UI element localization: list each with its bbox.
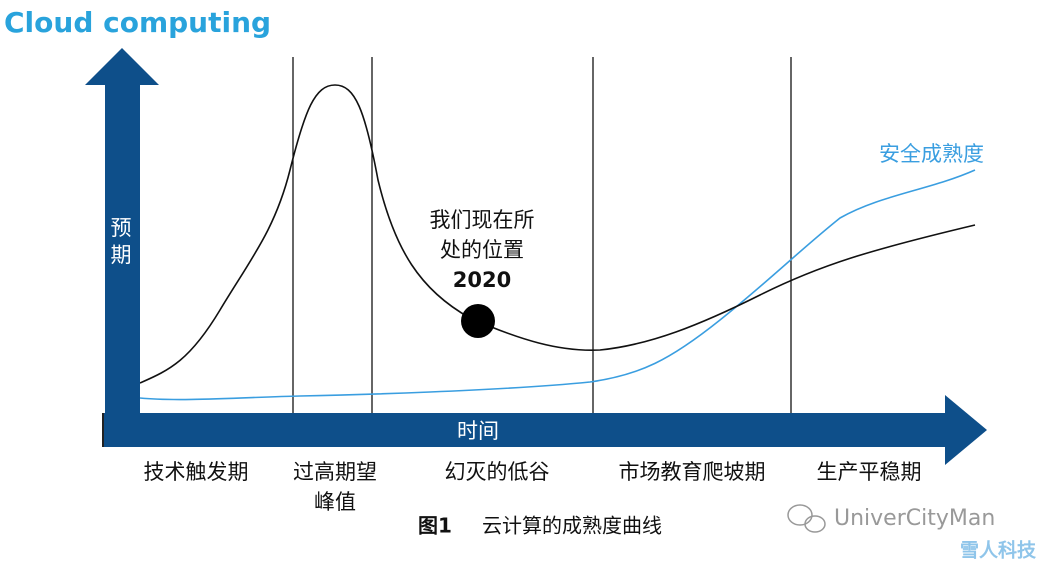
y-label-1: 预 xyxy=(111,216,132,240)
phase-dividers xyxy=(292,57,792,413)
caption-figure: 图1 xyxy=(418,514,452,538)
phase-label: 过高期望 xyxy=(293,460,377,484)
current-position xyxy=(461,304,495,338)
phase-label: 技术触发期 xyxy=(144,460,249,484)
wechat-icon xyxy=(787,504,826,533)
y-axis-arrow xyxy=(85,48,159,415)
phase-label: 市场教育爬坡期 xyxy=(619,460,766,484)
phase-label: 幻灭的低谷 xyxy=(445,460,550,484)
curve-label: 安全成熟度 xyxy=(879,142,984,166)
title: Cloud computing xyxy=(4,6,271,39)
x-axis-arrow xyxy=(103,395,987,465)
annotation-line: 我们现在所 xyxy=(430,208,535,232)
caption-text: 云计算的成熟度曲线 xyxy=(482,514,662,538)
annotation-line: 处的位置 xyxy=(440,238,524,262)
annotation-year: 2020 xyxy=(453,268,511,292)
watermark-brand: 雪人科技 xyxy=(960,539,1037,562)
y-label-2: 期 xyxy=(111,243,132,267)
hype-curve xyxy=(139,84,976,384)
watermark-account: UniverCityMan xyxy=(834,506,995,531)
x-label: 时间 xyxy=(457,419,499,443)
security-curve xyxy=(139,169,976,401)
phase-label: 峰值 xyxy=(314,490,356,514)
phase-label: 生产平稳期 xyxy=(817,460,922,484)
